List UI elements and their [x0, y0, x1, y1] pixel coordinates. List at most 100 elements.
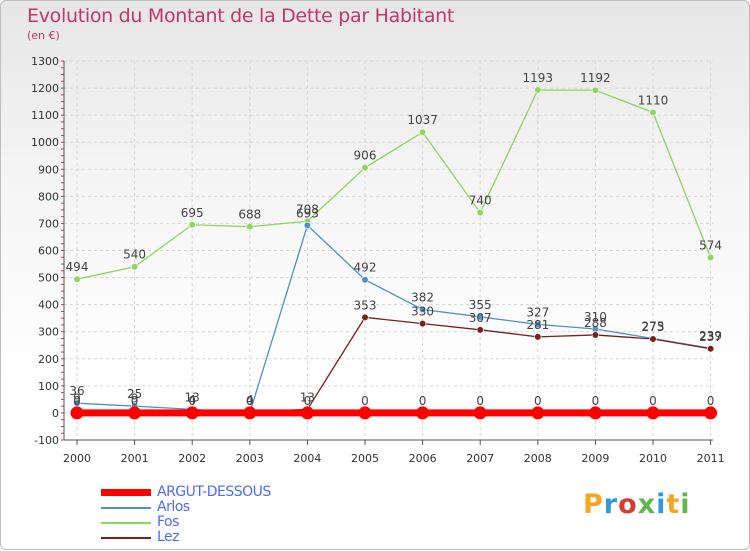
data-label: 0: [476, 394, 484, 408]
data-label: 275: [642, 319, 665, 333]
data-label: 0: [534, 394, 542, 408]
y-tick-label: 0: [52, 407, 59, 420]
data-label: 382: [411, 291, 434, 305]
data-label: 307: [469, 311, 492, 325]
legend: ARGUT-DESSOUS Arlos Fos Lez: [101, 484, 361, 545]
x-tick-label: 2003: [236, 452, 264, 465]
data-label: 695: [181, 206, 204, 220]
data-label: 492: [354, 261, 377, 275]
data-label: 327: [526, 305, 549, 319]
data-label: 9: [73, 391, 81, 405]
data-label: 0: [188, 394, 196, 408]
x-tick-label: 2005: [351, 452, 379, 465]
series-line-fos: [76, 89, 712, 280]
x-tick-label: 2007: [466, 452, 494, 465]
data-point: [534, 333, 542, 341]
data-point: [704, 406, 718, 420]
data-label: 0: [649, 394, 657, 408]
proxiti-logo: Proxiti: [583, 489, 691, 520]
y-tick-label: -100: [34, 434, 59, 447]
logo-letter: t: [666, 489, 681, 520]
data-label: 273: [642, 320, 665, 334]
data-label: 574: [699, 239, 722, 253]
data-point: [476, 313, 484, 321]
data-point: [128, 406, 142, 420]
data-point: [419, 305, 427, 314]
data-label: 13: [185, 390, 200, 404]
data-point: [646, 406, 660, 420]
data-label: 237: [699, 330, 722, 344]
data-point: [185, 406, 199, 420]
data-label: 288: [584, 316, 607, 330]
data-label: 540: [123, 248, 146, 262]
data-point: [303, 221, 312, 229]
legend-label: Arlos: [157, 499, 190, 515]
y-tick-label: 1000: [31, 136, 59, 149]
series-points: [70, 86, 718, 420]
data-point: [473, 406, 487, 420]
axes: -100010020030040050060070080090010001100…: [31, 55, 725, 465]
data-point: [246, 223, 254, 231]
data-label: 693: [296, 206, 319, 220]
y-tick-label: 600: [38, 245, 59, 258]
data-point: [476, 209, 484, 217]
x-tick-label: 2004: [293, 452, 321, 465]
x-tick-label: 2001: [121, 452, 149, 465]
data-point: [188, 221, 196, 229]
data-label: 0: [131, 394, 139, 408]
data-label: 708: [296, 202, 319, 216]
y-tick-label: 400: [38, 299, 59, 312]
data-label: 1193: [523, 71, 554, 85]
y-tick-label: 300: [38, 326, 59, 339]
legend-swatch: [101, 537, 151, 539]
x-tick-label: 2008: [524, 452, 552, 465]
data-label: 0: [246, 394, 254, 408]
chart-subtitle: (en €): [27, 29, 60, 42]
data-point: [73, 275, 81, 283]
x-tick-label: 2002: [178, 452, 206, 465]
logo-letter: i: [680, 489, 691, 520]
data-point: [591, 331, 600, 339]
x-tick-label: 2011: [697, 452, 725, 465]
data-point: [649, 335, 657, 343]
y-tick-label: 900: [38, 163, 59, 176]
data-point: [706, 345, 715, 353]
data-label: 0: [707, 394, 715, 408]
legend-item: Fos: [101, 514, 361, 530]
x-tick-label: 2000: [63, 452, 91, 465]
legend-swatch: [101, 489, 151, 496]
data-label: 281: [526, 318, 549, 332]
data-point: [361, 276, 369, 284]
y-tick-label: 200: [38, 353, 59, 366]
data-point: [131, 263, 139, 271]
y-tick-label: 700: [38, 217, 59, 230]
data-point: [361, 313, 369, 321]
legend-item: ARGUT-DESSOUS: [101, 484, 361, 500]
data-label: 36: [69, 384, 84, 398]
x-tick-label: 2009: [581, 452, 609, 465]
data-point: [416, 406, 430, 420]
series-lines: [76, 89, 712, 417]
legend-item: Lez: [101, 529, 361, 545]
data-point: [476, 326, 484, 334]
data-point: [419, 319, 427, 328]
data-label: 355: [469, 298, 492, 312]
legend-label: Fos: [157, 514, 179, 530]
logo-letter: r: [603, 489, 619, 520]
data-label: 239: [699, 329, 722, 343]
chart-title: Evolution du Montant de la Dette par Hab…: [27, 5, 455, 27]
legend-label: Lez: [157, 529, 180, 545]
data-point: [300, 406, 314, 420]
y-tick-label: 1300: [31, 55, 59, 68]
data-point: [706, 253, 715, 262]
data-label: 1192: [580, 71, 611, 85]
data-label: 494: [66, 260, 89, 274]
legend-swatch: [101, 522, 151, 524]
data-label: 0: [73, 394, 81, 408]
logo-letter: o: [618, 489, 638, 520]
data-label: 1037: [407, 113, 438, 127]
data-label: 25: [127, 387, 142, 401]
data-label: 906: [354, 149, 377, 163]
legend-swatch: [101, 507, 151, 509]
